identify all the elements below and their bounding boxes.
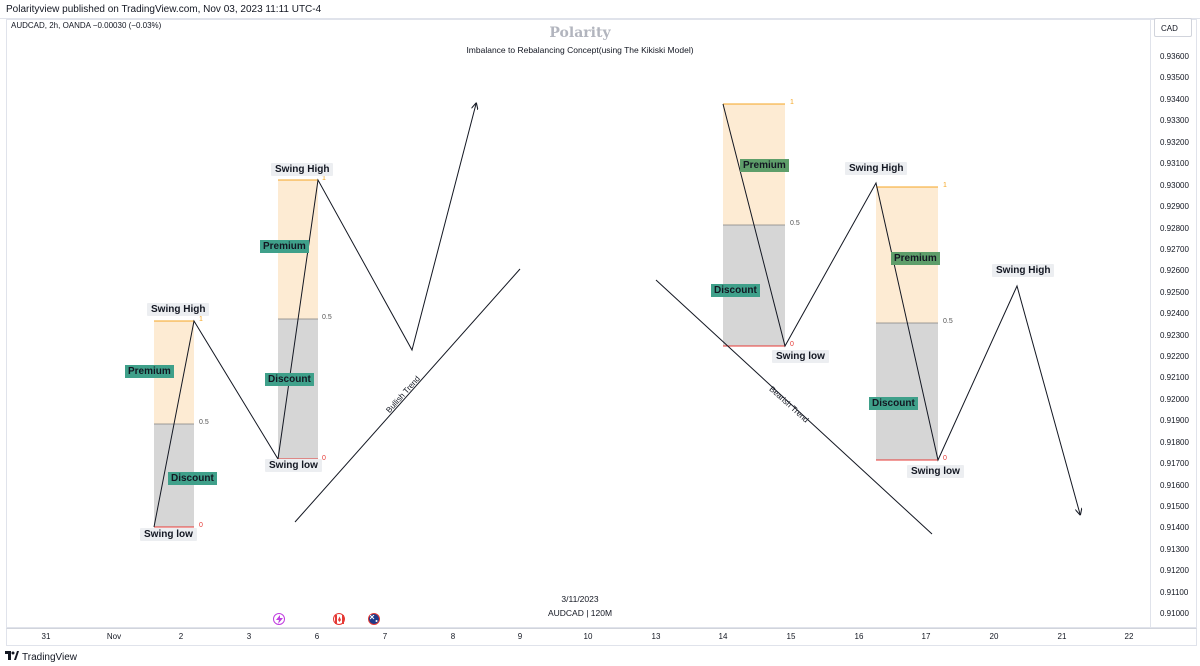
price-label: 0.92700 (1160, 245, 1189, 254)
fib-label-0: 0 (199, 522, 203, 529)
price-label: 0.91800 (1160, 438, 1189, 447)
fib-label-05: 0.5 (943, 318, 953, 325)
discount-label[interactable]: Discount (265, 373, 314, 386)
time-tick: 20 (989, 632, 999, 641)
price-label: 0.92400 (1160, 309, 1189, 318)
fib-label-05: 0.5 (790, 220, 800, 227)
price-label: 0.91300 (1160, 545, 1189, 554)
price-label: 0.92000 (1160, 395, 1189, 404)
fib-label-05: 0.5 (322, 314, 332, 321)
price-label: 0.92900 (1160, 202, 1189, 211)
price-label: 0.91500 (1160, 502, 1189, 511)
watermark-subtitle: Imbalance to Rebalancing Concept(using T… (466, 45, 694, 55)
swing-low-label[interactable]: Swing low (772, 350, 829, 363)
discount-zone (278, 319, 318, 459)
time-tick: 17 (921, 632, 931, 641)
tradingview-logo-icon (5, 651, 19, 663)
time-tick: Nov (106, 632, 122, 641)
price-label: 0.91000 (1160, 609, 1189, 618)
price-label: 0.91200 (1160, 566, 1189, 575)
premium-label[interactable]: Premium (740, 159, 789, 172)
price-label: 0.93300 (1160, 116, 1189, 125)
swing-low-label[interactable]: Swing low (265, 459, 322, 472)
discount-label[interactable]: Discount (869, 397, 918, 410)
premium-label[interactable]: Premium (260, 240, 309, 253)
discount-label[interactable]: Discount (168, 472, 217, 485)
time-tick: 8 (450, 632, 456, 641)
time-tick: 3 (246, 632, 252, 641)
price-label: 0.92500 (1160, 288, 1189, 297)
price-label: 0.91400 (1160, 523, 1189, 532)
price-label: 0.93100 (1160, 159, 1189, 168)
price-label: 0.92800 (1160, 224, 1189, 233)
tradingview-brand: TradingView (22, 651, 78, 663)
discount-zone (876, 323, 938, 460)
swing-low-label[interactable]: Swing low (140, 528, 197, 541)
fib-label-1: 1 (322, 175, 326, 182)
fib-label-0: 0 (943, 455, 947, 462)
lightning-event-icon[interactable] (273, 613, 285, 625)
swing-high-label[interactable]: Swing High (845, 162, 908, 175)
time-tick: 14 (718, 632, 728, 641)
fib-label-05: 0.5 (199, 419, 209, 426)
watermark-symbol: AUDCAD | 120M (547, 608, 613, 618)
price-label: 0.93600 (1160, 52, 1189, 61)
currency-button[interactable]: CAD (1154, 18, 1192, 37)
fib-label-1: 1 (790, 99, 794, 106)
price-label: 0.92200 (1160, 352, 1189, 361)
bullish-price-path[interactable] (153, 104, 476, 528)
watermark-date: 3/11/2023 (561, 594, 599, 604)
footer (0, 647, 1200, 666)
canada-flag-icon[interactable] (333, 613, 345, 625)
time-tick: 15 (786, 632, 796, 641)
time-tick: 10 (583, 632, 593, 641)
swing-high-label[interactable]: Swing High (271, 163, 334, 176)
time-axis[interactable] (6, 628, 1197, 646)
price-label: 0.93500 (1160, 73, 1189, 82)
swing-high-label[interactable]: Swing High (147, 303, 210, 316)
price-label: 0.92300 (1160, 331, 1189, 340)
time-tick: 6 (314, 632, 320, 641)
chart-pane[interactable] (6, 19, 1151, 628)
time-tick: 22 (1124, 632, 1134, 641)
time-tick: 7 (382, 632, 388, 641)
bullish-trend-line[interactable] (294, 268, 521, 523)
price-label: 0.93400 (1160, 95, 1189, 104)
discount-label[interactable]: Discount (711, 284, 760, 297)
price-label: 0.93200 (1160, 138, 1189, 147)
price-label: 0.93000 (1160, 181, 1189, 190)
time-tick: 31 (41, 632, 51, 641)
time-tick: 13 (651, 632, 661, 641)
fib-label-1: 1 (943, 182, 947, 189)
bearish-trend-line[interactable] (655, 279, 933, 535)
time-tick: 21 (1057, 632, 1067, 641)
publish-bar: Polarityview published on TradingView.co… (0, 0, 1200, 19)
symbol-legend[interactable]: AUDCAD, 2h, OANDA −0.00030 (−0.03%) (11, 21, 162, 30)
price-label: 0.91900 (1160, 416, 1189, 425)
time-tick: 16 (854, 632, 864, 641)
price-label: 0.91700 (1160, 459, 1189, 468)
published-info: Polarityview published on TradingView.co… (6, 4, 322, 15)
australia-flag-icon[interactable] (368, 613, 380, 625)
time-tick: 2 (178, 632, 184, 641)
premium-label[interactable]: Premium (125, 365, 174, 378)
watermark-title: Polarity (549, 25, 611, 41)
price-label: 0.91600 (1160, 481, 1189, 490)
price-label: 0.92600 (1160, 266, 1189, 275)
premium-label[interactable]: Premium (891, 252, 940, 265)
price-label: 0.92100 (1160, 373, 1189, 382)
time-tick: 9 (517, 632, 523, 641)
fib-label-0: 0 (790, 341, 794, 348)
swing-high-label[interactable]: Swing High (992, 264, 1055, 277)
fib-label-0: 0 (322, 455, 326, 462)
swing-low-label[interactable]: Swing low (907, 465, 964, 478)
bearish-price-path[interactable] (722, 103, 1080, 514)
fib-label-1: 1 (199, 316, 203, 323)
price-label: 0.91100 (1160, 588, 1189, 597)
tradingview-logo[interactable]: TradingView (5, 651, 77, 663)
